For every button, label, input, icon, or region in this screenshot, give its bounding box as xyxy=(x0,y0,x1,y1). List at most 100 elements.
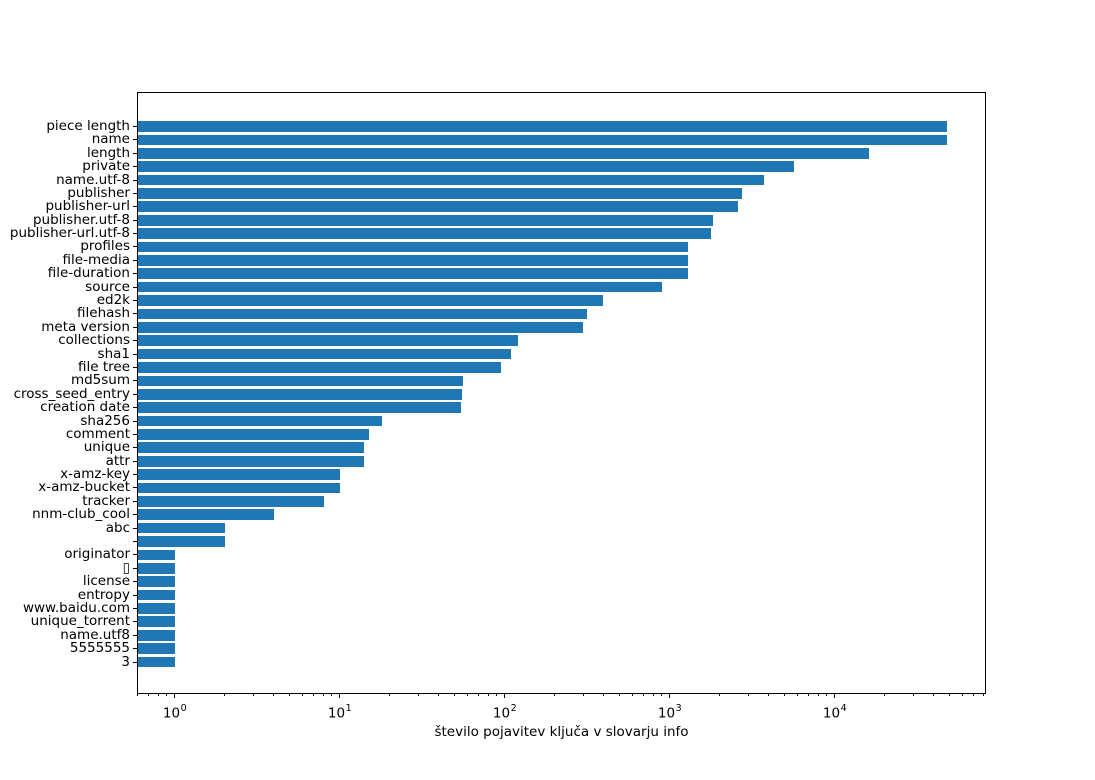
bar xyxy=(138,255,688,266)
bar xyxy=(138,134,948,146)
x-minor-tick xyxy=(632,694,634,696)
y-tick-label: creation date xyxy=(40,399,130,416)
y-tick-label: name.utf-8 xyxy=(56,171,130,188)
x-minor-tick xyxy=(388,694,390,696)
y-tick-label: abc xyxy=(105,519,130,536)
y-tick xyxy=(133,460,137,462)
x-minor-tick xyxy=(784,694,786,696)
y-tick-label: ed2k xyxy=(96,292,130,309)
y-tick-label: file-duration xyxy=(47,265,130,282)
x-minor-tick xyxy=(962,694,964,696)
y-tick xyxy=(133,634,137,636)
bar xyxy=(138,522,225,534)
x-minor-tick xyxy=(582,694,584,696)
x-minor-tick xyxy=(983,694,984,696)
x-minor-tick xyxy=(438,694,440,696)
bar xyxy=(138,241,688,253)
x-tick-label: 101 xyxy=(327,703,352,722)
x-minor-tick xyxy=(137,694,139,696)
y-tick-label: ▯ xyxy=(122,559,130,576)
x-minor-tick xyxy=(661,694,663,696)
y-tick-label: unique_torrent xyxy=(30,613,130,630)
y-tick-label: nnm-club_cool xyxy=(32,506,130,523)
x-minor-tick xyxy=(768,694,770,696)
x-minor-tick xyxy=(323,694,324,696)
y-tick-label: x-amz-bucket xyxy=(38,479,130,496)
x-minor-tick xyxy=(302,694,304,696)
y-tick-label: filehash xyxy=(77,305,130,322)
x-minor-tick xyxy=(488,694,489,696)
bar xyxy=(138,536,225,547)
x-minor-tick xyxy=(289,694,291,696)
bar xyxy=(138,442,365,454)
x-minor-tick xyxy=(148,694,150,696)
bar xyxy=(138,429,370,440)
bar xyxy=(138,321,583,333)
y-tick xyxy=(133,661,137,663)
x-major-tick xyxy=(174,694,175,698)
x-minor-tick xyxy=(949,694,951,696)
y-tick-label: private xyxy=(82,158,130,175)
x-minor-tick xyxy=(933,694,935,696)
x-minor-tick xyxy=(496,694,498,696)
y-tick-label: name.utf8 xyxy=(60,626,130,643)
y-tick xyxy=(133,594,137,596)
y-tick xyxy=(133,366,137,368)
bar xyxy=(138,629,175,641)
bar xyxy=(138,362,501,373)
x-major-tick xyxy=(504,694,505,698)
x-minor-tick xyxy=(718,694,720,696)
y-tick-label: attr xyxy=(105,452,130,469)
y-tick-label: profiles xyxy=(80,238,130,255)
y-tick xyxy=(133,581,137,583)
bar xyxy=(138,482,340,494)
x-minor-tick xyxy=(223,694,225,696)
y-tick xyxy=(133,259,137,261)
bar xyxy=(138,549,175,561)
y-tick xyxy=(133,433,137,435)
y-tick xyxy=(133,233,137,235)
y-tick xyxy=(133,192,137,194)
y-tick xyxy=(133,541,137,542)
y-tick-label: publisher.utf-8 xyxy=(32,211,130,228)
bar xyxy=(138,562,175,574)
x-minor-tick xyxy=(643,694,645,696)
bar xyxy=(138,616,175,628)
y-tick-label: publisher xyxy=(67,184,130,201)
y-tick xyxy=(133,474,137,476)
y-tick xyxy=(133,206,137,208)
x-minor-tick xyxy=(166,694,168,696)
y-tick xyxy=(133,514,137,516)
y-tick xyxy=(133,286,137,288)
x-minor-tick xyxy=(553,694,555,696)
y-tick xyxy=(133,420,137,422)
x-minor-tick xyxy=(417,694,419,696)
y-tick-label: name xyxy=(91,131,130,148)
bar xyxy=(138,656,175,668)
y-tick-label: piece length xyxy=(46,118,130,134)
y-tick-label: tracker xyxy=(82,492,130,509)
bar xyxy=(138,469,340,480)
y-tick-label: file tree xyxy=(77,358,130,375)
y-tick-label: length xyxy=(86,144,130,161)
x-minor-tick xyxy=(273,694,275,696)
y-tick xyxy=(133,500,137,502)
y-tick xyxy=(133,447,137,449)
y-tick xyxy=(133,607,137,609)
x-tick-label: 104 xyxy=(822,703,847,722)
y-tick-label: source xyxy=(85,278,130,295)
y-tick-label: md5sum xyxy=(70,372,130,389)
y-tick xyxy=(133,166,137,168)
x-major-tick xyxy=(339,694,340,698)
bar xyxy=(138,268,689,280)
x-minor-tick xyxy=(808,694,810,696)
y-tick-label: comment xyxy=(65,425,130,442)
bar xyxy=(138,281,663,293)
y-tick xyxy=(133,554,137,556)
bar xyxy=(138,188,742,199)
bar xyxy=(138,375,464,387)
y-tick xyxy=(133,340,137,342)
bar xyxy=(138,228,711,239)
y-tick xyxy=(133,527,137,529)
